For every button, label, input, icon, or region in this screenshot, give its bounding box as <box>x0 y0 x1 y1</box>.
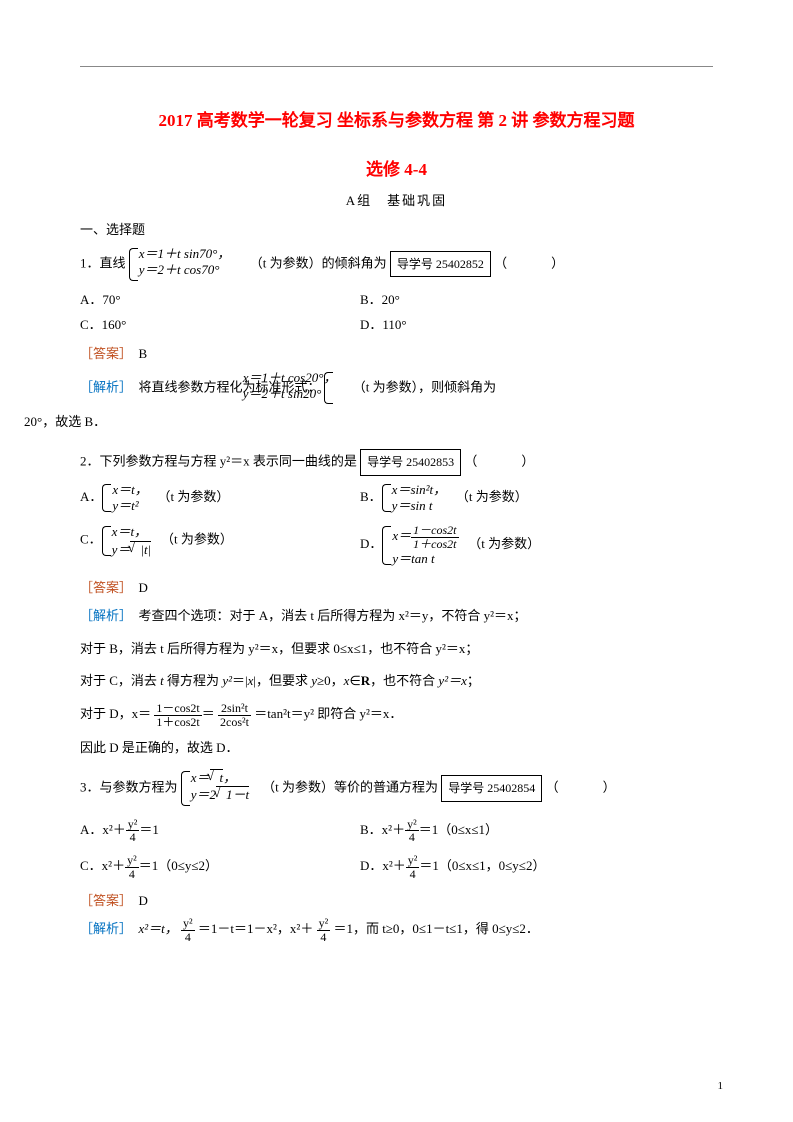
q2B-tail: （t 为参数） <box>456 489 528 504</box>
q1-analysis: ［解析］ 将直线参数方程化为标准形式： x＝1＋t cos20°， y＝2＋t … <box>80 370 713 407</box>
q3-eq1: x＝t， <box>191 769 249 786</box>
title-sub: 选修 4-4 <box>80 155 713 180</box>
q3-an-mid1: ＝1－t＝1－x²，x²＋ <box>198 921 313 936</box>
q2-an5: 因此 D 是正确的，故选 D． <box>80 736 713 761</box>
top-rule <box>80 66 713 67</box>
q3-answer-val: D <box>139 893 148 908</box>
q1-prefix: 1．直线 <box>80 255 126 270</box>
q2-an3: 对于 C，消去 t 得方程为 y²＝|x|，但要求 y≥0，x∈R，也不符合 y… <box>80 669 713 694</box>
q2-optC: C． x＝t， y＝|t| （t 为参数） <box>80 524 360 566</box>
analysis-label: ［解析］ <box>80 921 132 936</box>
q1-stem: 1．直线 x＝1＋t sin70°， y＝2＋t cos70° （t 为参数）的… <box>80 246 713 283</box>
q1-an-eq1: x＝1＋t cos20°， <box>288 370 336 386</box>
analysis-label: ［解析］ <box>80 379 132 394</box>
q1-optB: B．20° <box>360 289 713 308</box>
q3-optD: D．x²＋y²4＝1（0≤x≤1，0≤y≤2） <box>360 854 713 880</box>
q3-optB: B．x²＋y²4＝1（0≤x≤1） <box>360 818 713 844</box>
q1-answer: ［答案］ B <box>80 343 713 362</box>
q1-blank: （ ） <box>494 255 570 270</box>
q1-mid: （t 为参数）的倾斜角为 <box>250 255 387 270</box>
q1-optD: D．110° <box>360 314 713 333</box>
q1-brace: x＝1＋t sin70°， y＝2＋t cos70° <box>129 246 231 283</box>
q3-optC: C．x²＋y²4＝1（0≤y≤2） <box>80 854 360 880</box>
q2A-l2: y＝t² <box>112 498 147 514</box>
q2-optB: B． x＝sin²t， y＝sin t （t 为参数） <box>360 482 713 515</box>
q2B-l1: x＝sin²t， <box>392 482 446 498</box>
q1-an-tail2: 20°，故选 B． <box>24 410 713 435</box>
q2D-l1: x＝1－cos2t1＋cos2t <box>392 524 458 550</box>
q3-opts-2: C．x²＋y²4＝1（0≤y≤2） D．x²＋y²4＝1（0≤x≤1，0≤y≤2… <box>80 854 713 880</box>
q1-an-brace: x＝1＋t cos20°， y＝2＋t sin20° <box>324 370 337 407</box>
answer-label: ［答案］ <box>80 580 132 595</box>
title-main: 2017 高考数学一轮复习 坐标系与参数方程 第 2 讲 参数方程习题 <box>80 106 713 137</box>
q3-optA: A．x²＋y²4＝1 <box>80 818 360 844</box>
q3-eq2: y＝21－t <box>191 786 249 803</box>
q2-an4-post: ＝tan²t＝y² 即符合 y²＝x． <box>254 706 402 721</box>
q3-prefix: 3．与参数方程为 <box>80 779 178 794</box>
q2D-l2: y＝tan t <box>392 551 458 567</box>
q1-eq1: x＝1＋t sin70°， <box>139 246 231 262</box>
q2-an4-pre: 对于 D，x＝ <box>80 706 151 721</box>
q3-stem: 3．与参数方程为 x＝t， y＝21－t （t 为参数）等价的普通方程为 导学号… <box>80 769 713 808</box>
q2C-l1: x＝t， <box>112 524 152 540</box>
q1-optA: A．70° <box>80 289 360 308</box>
answer-label: ［答案］ <box>80 893 132 908</box>
q3-blank: （ ） <box>546 779 622 794</box>
q2B-l2: y＝sin t <box>392 498 446 514</box>
q2A-l1: x＝t， <box>112 482 147 498</box>
q2C-l2: y＝|t| <box>112 541 152 558</box>
q3-answer: ［答案］ D <box>80 890 713 909</box>
q1-eq2: y＝2＋t cos70° <box>139 262 231 278</box>
q1-an-tail1: （t 为参数），则倾斜角为 <box>353 379 496 394</box>
group-label: A组 基础巩固 <box>80 190 713 209</box>
q2-an4: 对于 D，x＝ 1－cos2t1＋cos2t＝ 2sin²t2cos²t ＝ta… <box>80 702 713 728</box>
q3-an-mid2: ＝1，而 t≥0，0≤1－t≤1，得 0≤y≤2． <box>333 921 538 936</box>
q2D-tail: （t 为参数） <box>468 537 540 552</box>
q2A-tail: （t 为参数） <box>158 489 230 504</box>
q1-an-eq2: y＝2＋t sin20° <box>288 386 336 402</box>
q3-brace: x＝t， y＝21－t <box>181 769 249 808</box>
q2-blank: （ ） <box>464 454 540 469</box>
analysis-label: ［解析］ <box>80 608 132 623</box>
q2-opts-2: C． x＝t， y＝|t| （t 为参数） D． x＝1－cos2t1＋cos2… <box>80 524 713 566</box>
q2-answer: ［答案］ D <box>80 577 713 596</box>
q2-optA: A． x＝t， y＝t² （t 为参数） <box>80 482 360 515</box>
q1-optC: C．160° <box>80 314 360 333</box>
q2C-tail: （t 为参数） <box>161 532 233 547</box>
q2-an1: ［解析］ 考查四个选项：对于 A，消去 t 后所得方程为 x²＝y，不符合 y²… <box>80 604 713 629</box>
q3-an-pre: x²＝t， <box>139 921 178 936</box>
q1-opts-2: C．160° D．110° <box>80 314 713 333</box>
q1-answer-val: B <box>139 346 148 361</box>
q2-an1-text: 考查四个选项：对于 A，消去 t 后所得方程为 x²＝y，不符合 y²＝x； <box>139 608 527 623</box>
page-number: 1 <box>718 1080 724 1092</box>
q3-opts-1: A．x²＋y²4＝1 B．x²＋y²4＝1（0≤x≤1） <box>80 818 713 844</box>
q2-prefix: 2．下列参数方程与方程 y²＝x 表示同一曲线的是 <box>80 454 357 469</box>
q3-ref-box: 导学号 25402854 <box>441 775 542 802</box>
q1-opts-1: A．70° B．20° <box>80 289 713 308</box>
q2-an2: 对于 B，消去 t 后所得方程为 y²＝x，但要求 0≤x≤1，也不符合 y²＝… <box>80 637 713 662</box>
q2-stem: 2．下列参数方程与方程 y²＝x 表示同一曲线的是 导学号 25402853 （… <box>80 449 713 476</box>
q2-answer-val: D <box>139 580 148 595</box>
q2-ref-box: 导学号 25402853 <box>360 449 461 476</box>
section-1-heading: 一、选择题 <box>80 219 713 238</box>
q3-mid: （t 为参数）等价的普通方程为 <box>262 779 438 794</box>
q1-ref-box: 导学号 25402852 <box>390 251 491 278</box>
q3-analysis: ［解析］ x²＝t， y²4 ＝1－t＝1－x²，x²＋ y²4 ＝1，而 t≥… <box>80 917 713 943</box>
answer-label: ［答案］ <box>80 346 132 361</box>
q2-optD: D． x＝1－cos2t1＋cos2t y＝tan t （t 为参数） <box>360 524 713 566</box>
q2-opts-1: A． x＝t， y＝t² （t 为参数） B． x＝sin²t， y＝sin t… <box>80 482 713 515</box>
